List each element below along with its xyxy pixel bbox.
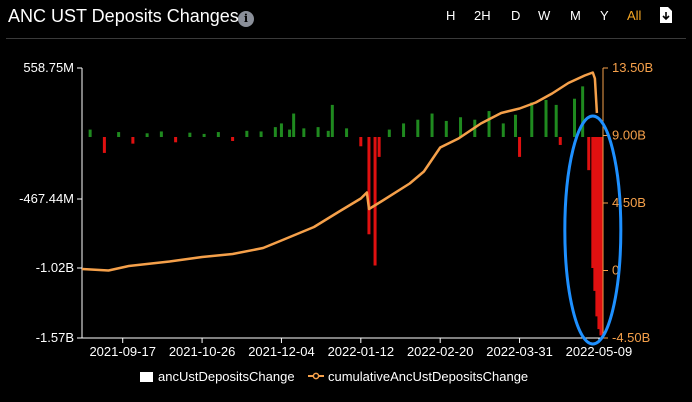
bar [159,131,163,137]
legend-swatch-bar [140,372,153,382]
bar [245,130,249,137]
legend-item-ancUstDepositsChange[interactable]: ancUstDepositsChange [140,369,295,384]
bar [587,137,591,171]
bar [202,133,206,137]
bar [117,132,121,137]
bar [501,123,505,137]
bar [302,128,306,137]
bar [273,127,277,137]
bar [145,133,149,137]
chart-axes: 558.75M -467.44M -1.02B -1.57B 13.50B 9.00B 4.… [19,60,653,359]
bar [593,137,597,291]
legend-item-cumulative[interactable]: cumulativeAncUstDepositsChange [308,369,528,384]
bar [595,137,599,317]
y-right-tick-label: 4.50B [612,195,646,210]
bar [591,137,595,268]
bar [88,129,92,137]
bar [174,137,178,143]
legend-label: ancUstDepositsChange [158,369,295,384]
legend-label: cumulativeAncUstDepositsChange [328,369,529,384]
y-right-tick-label: 13.50B [612,60,653,75]
bar-series [88,86,603,336]
bar [367,137,371,235]
bar [599,137,603,336]
highlight-ellipse [563,114,623,346]
download-icon[interactable] [659,6,673,24]
y-left-tick-label: -1.57B [36,330,74,345]
x-tick-label: 2022-01-12 [328,344,395,359]
bar [530,102,534,137]
bar [326,130,330,137]
x-tick-label: 2021-09-17 [89,344,156,359]
bar [231,137,235,141]
bar [316,127,320,137]
header-divider [6,38,686,39]
bar [359,137,363,147]
bar [402,123,406,137]
cumulative-line [81,71,599,272]
bar [581,86,585,137]
y-left-tick-label: -467.44M [19,191,74,206]
bar [188,132,192,137]
legend-swatch-line [308,372,324,380]
bar [259,131,263,137]
x-tick-label: 2021-10-26 [169,344,236,359]
bar [377,137,381,157]
bar [544,99,548,137]
line-series [81,71,599,272]
bar [330,104,334,137]
bar [430,113,434,137]
x-tick-label: 2022-02-20 [407,344,474,359]
bar [216,132,220,137]
bar [279,123,283,137]
bar [597,137,601,330]
bar [487,111,491,137]
chart-title: ANC UST Deposits Changes [8,6,239,26]
y-right-tick-label: 0 [612,263,619,278]
y-left-tick-label: 558.75M [23,60,74,75]
bar [345,128,349,137]
range-m[interactable]: M [570,8,581,23]
bar [513,114,517,137]
bar [459,117,463,137]
annotation-layer [563,114,623,346]
bar [554,104,558,137]
bar [558,137,562,145]
range-d[interactable]: D [511,8,521,23]
bar [131,137,135,144]
bar [292,113,296,137]
x-tick-label: 2021-12-04 [248,344,315,359]
x-tick-label: 2022-05-09 [566,344,633,359]
bar [288,129,292,137]
y-right-tick-label: 9.00B [612,128,646,143]
range-h[interactable]: H [446,8,456,23]
bar [102,137,106,153]
bar [573,98,577,137]
bar [416,119,420,137]
y-right-tick-label: -4.50B [612,330,650,345]
info-icon[interactable]: i [238,11,254,27]
range-w[interactable]: W [538,8,551,23]
bar [518,137,522,157]
range-all[interactable]: All [627,8,642,23]
x-tick-label: 2022-03-31 [486,344,553,359]
bar [373,137,377,266]
y-left-tick-label: -1.02B [36,260,74,275]
bar [387,129,391,137]
bar [444,120,448,137]
range-2h[interactable]: 2H [474,8,491,23]
range-y[interactable]: Y [600,8,609,23]
